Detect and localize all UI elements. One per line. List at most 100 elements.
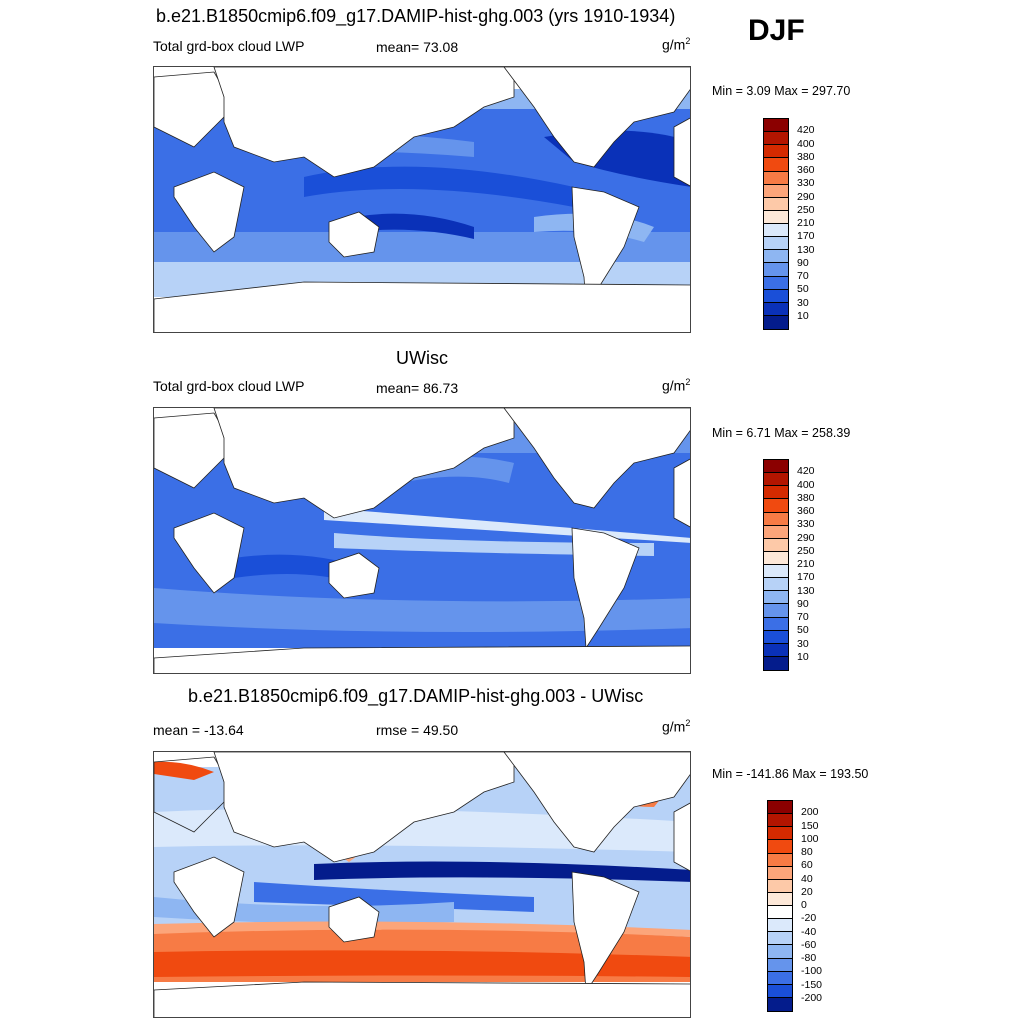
colorbar-tick-label: 360	[797, 505, 815, 517]
colorbar-swatch	[764, 551, 788, 565]
colorbar-swatch	[768, 853, 792, 867]
colorbar-swatch	[768, 919, 792, 933]
panel1-map	[153, 66, 691, 333]
colorbar-tick-label: 330	[797, 177, 815, 190]
colorbar-tick-label: -60	[801, 938, 817, 951]
colorbar-tick-label: 10	[797, 650, 809, 663]
colorbar-swatch	[764, 289, 788, 303]
colorbar-tick-label: 210	[797, 217, 815, 229]
colorbar-swatch	[768, 906, 792, 920]
colorbar-tick-label: -20	[801, 912, 817, 925]
colorbar-tick-label: 70	[797, 270, 809, 282]
colorbar-tick-label: 250	[797, 544, 815, 557]
panel1-title: b.e21.B1850cmip6.f09_g17.DAMIP-hist-ghg.…	[156, 6, 676, 26]
colorbar-swatch	[764, 119, 788, 133]
panel3-colorbar	[767, 800, 793, 1012]
colorbar-tick-label: 250	[797, 203, 815, 216]
colorbar-swatch	[764, 315, 788, 329]
colorbar-tick-label: 400	[797, 478, 815, 491]
colorbar-tick-label: 130	[797, 584, 815, 597]
colorbar-tick-label: 420	[797, 124, 815, 137]
colorbar-tick-label: 380	[797, 150, 815, 163]
colorbar-tick-label: 60	[801, 859, 813, 872]
colorbar-swatch	[768, 827, 792, 841]
colorbar-tick-label: 290	[797, 190, 815, 203]
colorbar-tick-label: -150	[801, 978, 823, 991]
panel2-mean-label: mean= 86.73	[376, 380, 459, 396]
colorbar-swatch	[764, 145, 788, 159]
colorbar-swatch	[768, 932, 792, 946]
colorbar-swatch	[768, 945, 792, 959]
colorbar-swatch	[764, 656, 788, 670]
colorbar-tick-label: 420	[797, 465, 815, 478]
panel3-map	[153, 751, 691, 1018]
panel2-minmax: Min = 6.71 Max = 258.39	[712, 426, 851, 440]
colorbar-swatch	[764, 486, 788, 500]
colorbar-swatch	[764, 512, 788, 526]
colorbar-tick-label: 100	[801, 832, 819, 845]
colorbar-tick-label: 200	[801, 806, 819, 819]
panel2-variable-label: Total grd-box cloud LWP	[153, 378, 305, 394]
colorbar-tick-label: 380	[797, 491, 815, 504]
panel3-title: b.e21.B1850cmip6.f09_g17.DAMIP-hist-ghg.…	[188, 686, 644, 706]
colorbar-tick-label: 90	[797, 256, 809, 269]
colorbar-tick-label: 50	[797, 283, 809, 296]
colorbar-swatch	[764, 630, 788, 644]
colorbar-swatch	[764, 263, 788, 277]
colorbar-swatch	[764, 473, 788, 487]
colorbar-tick-label: 20	[801, 885, 813, 898]
colorbar-swatch	[764, 604, 788, 618]
panel2-map	[153, 407, 691, 674]
colorbar-swatch	[764, 276, 788, 290]
colorbar-swatch	[764, 184, 788, 198]
panel3-mean-label: mean = -13.64	[153, 722, 244, 738]
colorbar-swatch	[764, 525, 788, 539]
colorbar-tick-label: 400	[797, 137, 815, 150]
colorbar-tick-label: -80	[801, 952, 817, 964]
colorbar-swatch	[764, 237, 788, 251]
colorbar-swatch	[764, 565, 788, 579]
panel3-minmax: Min = -141.86 Max = 193.50	[712, 767, 869, 781]
colorbar-tick-label: 290	[797, 531, 815, 544]
colorbar-tick-label: 330	[797, 518, 815, 531]
colorbar-swatch	[764, 617, 788, 631]
colorbar-tick-label: 50	[797, 624, 809, 637]
colorbar-swatch	[764, 250, 788, 264]
panel1-variable-label: Total grd-box cloud LWP	[153, 38, 305, 54]
colorbar-swatch	[768, 971, 792, 985]
colorbar-tick-label: 10	[797, 309, 809, 322]
colorbar-swatch	[764, 224, 788, 238]
colorbar-tick-label: 170	[797, 230, 815, 243]
colorbar-swatch	[764, 197, 788, 211]
colorbar-swatch	[768, 997, 792, 1011]
colorbar-tick-label: 80	[801, 846, 813, 858]
colorbar-swatch	[768, 801, 792, 815]
colorbar-swatch	[764, 499, 788, 513]
colorbar-swatch	[764, 591, 788, 605]
panel3-rmse-label: rmse = 49.50	[376, 722, 459, 738]
colorbar-swatch	[764, 171, 788, 185]
colorbar-swatch	[768, 814, 792, 828]
colorbar-tick-label: -40	[801, 925, 817, 938]
colorbar-tick-label: 150	[801, 819, 819, 832]
colorbar-tick-label: 130	[797, 243, 815, 256]
colorbar-swatch	[764, 158, 788, 172]
season-label: DJF	[748, 14, 805, 47]
colorbar-swatch	[768, 892, 792, 906]
panel3-units: g/m2	[662, 718, 691, 735]
colorbar-tick-label: 30	[797, 637, 809, 650]
panel1-minmax: Min = 3.09 Max = 297.70	[712, 84, 851, 98]
colorbar-swatch	[764, 643, 788, 657]
colorbar-tick-label: 170	[797, 571, 815, 584]
colorbar-swatch	[764, 132, 788, 146]
colorbar-tick-label: 360	[797, 164, 815, 176]
colorbar-swatch	[764, 210, 788, 224]
colorbar-swatch	[768, 840, 792, 854]
colorbar-swatch	[768, 866, 792, 880]
colorbar-swatch	[768, 958, 792, 972]
colorbar-swatch	[768, 879, 792, 893]
colorbar-swatch	[764, 302, 788, 316]
panel1-colorbar	[763, 118, 789, 330]
colorbar-tick-label: 70	[797, 611, 809, 623]
colorbar-swatch	[764, 578, 788, 592]
